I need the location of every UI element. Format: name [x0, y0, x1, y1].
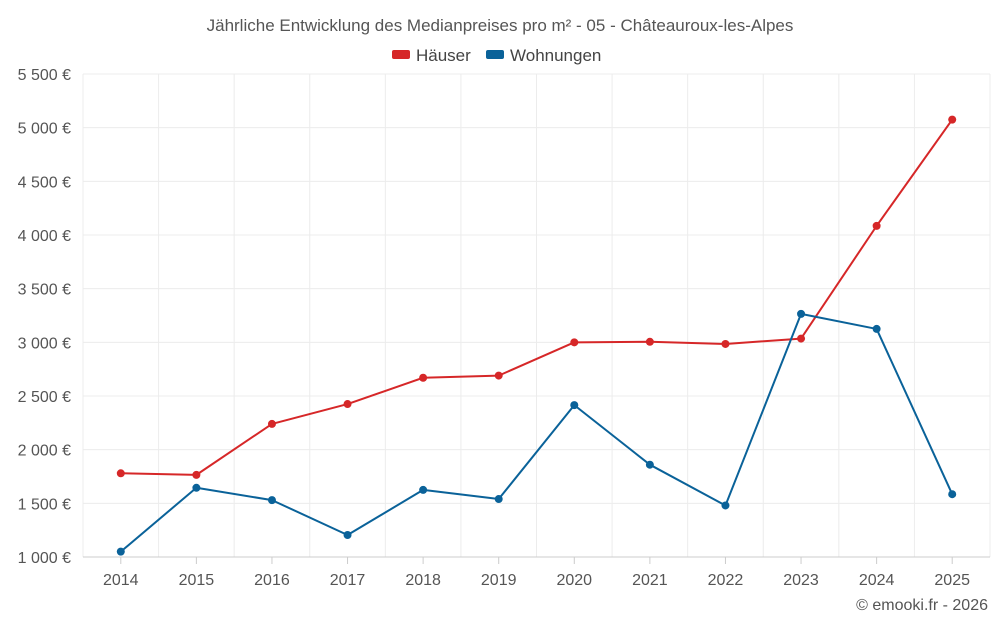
series-line-wohnungen [120, 312, 954, 553]
x-tick-label: 2021 [632, 572, 668, 589]
y-tick-label: 3 500 € [18, 282, 71, 299]
data-point-haeuser[interactable] [494, 371, 503, 380]
y-tick-label: 4 500 € [18, 174, 71, 191]
data-point-haeuser[interactable] [116, 469, 125, 478]
data-point-wohnungen[interactable] [192, 483, 201, 492]
x-tick-label: 2024 [859, 572, 895, 589]
y-tick-label: 2 500 € [18, 389, 71, 406]
data-point-haeuser[interactable] [192, 470, 201, 479]
y-tick-label: 4 000 € [18, 228, 71, 245]
legend-swatch-wohnungen [486, 50, 504, 59]
data-point-wohnungen[interactable] [570, 401, 579, 410]
data-point-wohnungen[interactable] [645, 460, 654, 469]
data-point-wohnungen[interactable] [116, 547, 125, 556]
y-tick-label: 2 000 € [18, 443, 71, 460]
data-point-haeuser[interactable] [343, 400, 352, 409]
legend: Häuser Wohnungen [392, 46, 601, 65]
legend-swatch-haeuser [392, 50, 410, 59]
data-point-haeuser[interactable] [872, 221, 881, 230]
y-tick-label: 5 500 € [18, 67, 71, 84]
data-point-haeuser[interactable] [721, 339, 730, 348]
y-tick-label: 1 000 € [18, 550, 71, 567]
x-tick-label: 2016 [254, 572, 290, 589]
axes: 1 000 € 1 500 € 2 000 € 2 500 € 3 000 € 3 500… [18, 67, 990, 589]
data-point-wohnungen[interactable] [797, 309, 806, 318]
x-tick-label: 2022 [708, 572, 744, 589]
x-tick-label: 2025 [934, 572, 970, 589]
credit-text: © emooki.fr - 2026 [856, 597, 988, 614]
x-tick-label: 2019 [481, 572, 517, 589]
x-tick-label: 2014 [103, 572, 139, 589]
data-point-wohnungen[interactable] [872, 324, 881, 333]
data-point-haeuser[interactable] [419, 373, 428, 382]
data-point-haeuser[interactable] [948, 115, 957, 124]
data-point-wohnungen[interactable] [419, 485, 428, 494]
legend-label-haeuser: Häuser [416, 46, 471, 65]
y-tick-label: 1 500 € [18, 496, 71, 513]
grid [82, 73, 991, 557]
y-tick-label: 5 000 € [18, 121, 71, 138]
data-point-haeuser[interactable] [645, 337, 654, 346]
y-tick-label: 3 000 € [18, 335, 71, 352]
x-tick-label: 2020 [556, 572, 592, 589]
data-point-wohnungen[interactable] [343, 530, 352, 539]
legend-label-wohnungen: Wohnungen [510, 46, 601, 65]
series-line-haeuser [120, 119, 954, 476]
x-tick-label: 2017 [330, 572, 366, 589]
series-points [116, 115, 957, 556]
data-point-wohnungen[interactable] [267, 496, 276, 505]
data-point-wohnungen[interactable] [948, 490, 957, 499]
series-lines [120, 119, 954, 553]
x-tick-label: 2018 [405, 572, 441, 589]
legend-item-haeuser[interactable]: Häuser [392, 46, 471, 65]
data-point-wohnungen[interactable] [721, 501, 730, 510]
x-tick-label: 2023 [783, 572, 819, 589]
data-point-haeuser[interactable] [797, 334, 806, 343]
chart-title: Jährliche Entwicklung des Medianpreises … [207, 16, 794, 35]
data-point-haeuser[interactable] [267, 419, 276, 428]
data-point-haeuser[interactable] [570, 338, 579, 347]
data-point-wohnungen[interactable] [494, 495, 503, 504]
legend-item-wohnungen[interactable]: Wohnungen [486, 46, 601, 65]
x-tick-label: 2015 [179, 572, 215, 589]
